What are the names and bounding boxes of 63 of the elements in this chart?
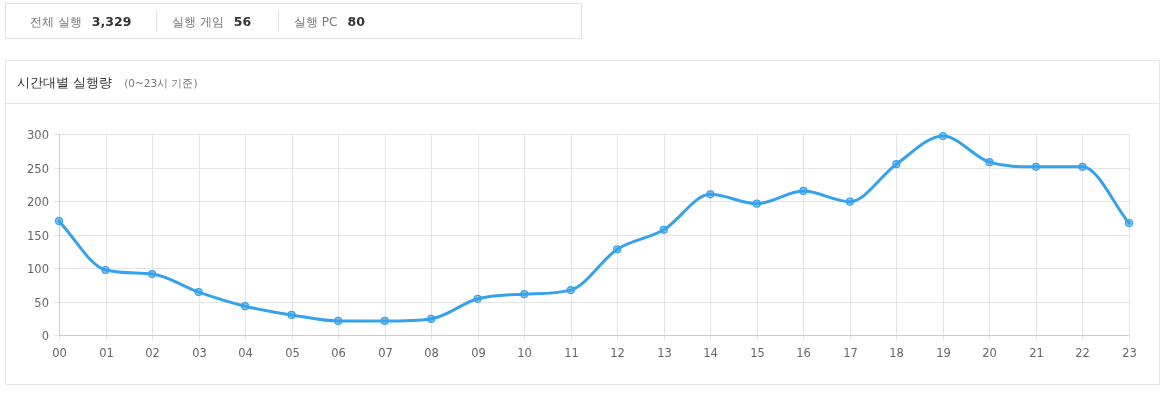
text: 실행 PC [294,15,338,29]
y-tick-label: 0 [41,328,49,343]
x-tick-label: 17 [843,346,858,360]
y-tick-label: 100 [27,261,49,276]
point [799,186,808,196]
point [706,190,715,199]
point [938,131,948,141]
point [566,286,575,295]
point [427,314,436,324]
point [752,199,761,208]
x-tick-label: 21 [1029,346,1044,360]
point [287,310,296,319]
chart-subtitle: (0~23시 기준) [124,77,198,89]
text: 3,329 [91,14,132,29]
x-tick-label: 13 [657,346,672,360]
point [985,158,994,167]
y-tick-label: 200 [27,194,49,209]
x-tick-label: 16 [796,346,811,360]
x-tick-label: 22 [1075,346,1090,360]
point [473,294,482,303]
x-tick-label: 03 [192,346,207,360]
y-tick-label: 50 [34,295,49,310]
x-tick-label: 20 [982,346,997,360]
text: 56 [233,14,252,29]
point [1078,162,1087,171]
x-tick-label: 00 [52,346,67,360]
x-tick-label: 15 [750,346,765,360]
point [240,302,250,311]
x-tick-label: 04 [238,346,253,360]
point [520,290,529,299]
text: 80 [347,14,366,29]
x-tick-label: 19 [936,346,951,360]
x-tick-label: 11 [564,346,579,360]
point [659,225,668,234]
x-tick-label: 06 [331,346,346,360]
point [194,288,203,297]
point [147,269,157,279]
point [845,197,854,206]
text: 실행 게임 [172,15,224,29]
point [892,160,901,169]
point [613,245,622,254]
point [334,316,343,326]
x-tick-label: 23 [1122,346,1137,360]
x-tick-label: 18 [889,346,904,360]
text: 전체 실행 [30,15,82,29]
point [54,217,64,226]
point [101,265,110,275]
y-tick-label: 300 [27,127,49,142]
x-tick-label: 05 [285,346,300,360]
x-tick-label: 02 [145,346,160,360]
point [1031,162,1041,171]
point [1124,219,1134,228]
x-tick-label: 08 [424,346,439,360]
y-tick-label: 150 [27,228,49,243]
point [380,316,389,326]
x-tick-label: 12 [610,346,625,360]
x-tick-label: 10 [517,346,532,360]
x-tick-label: 01 [99,346,114,360]
x-tick-label: 14 [703,346,718,360]
y-tick-label: 250 [27,161,49,176]
chart-title: 시간대별 실행량 [17,75,113,90]
x-tick-label: 07 [378,346,393,360]
x-tick-label: 09 [471,346,486,360]
